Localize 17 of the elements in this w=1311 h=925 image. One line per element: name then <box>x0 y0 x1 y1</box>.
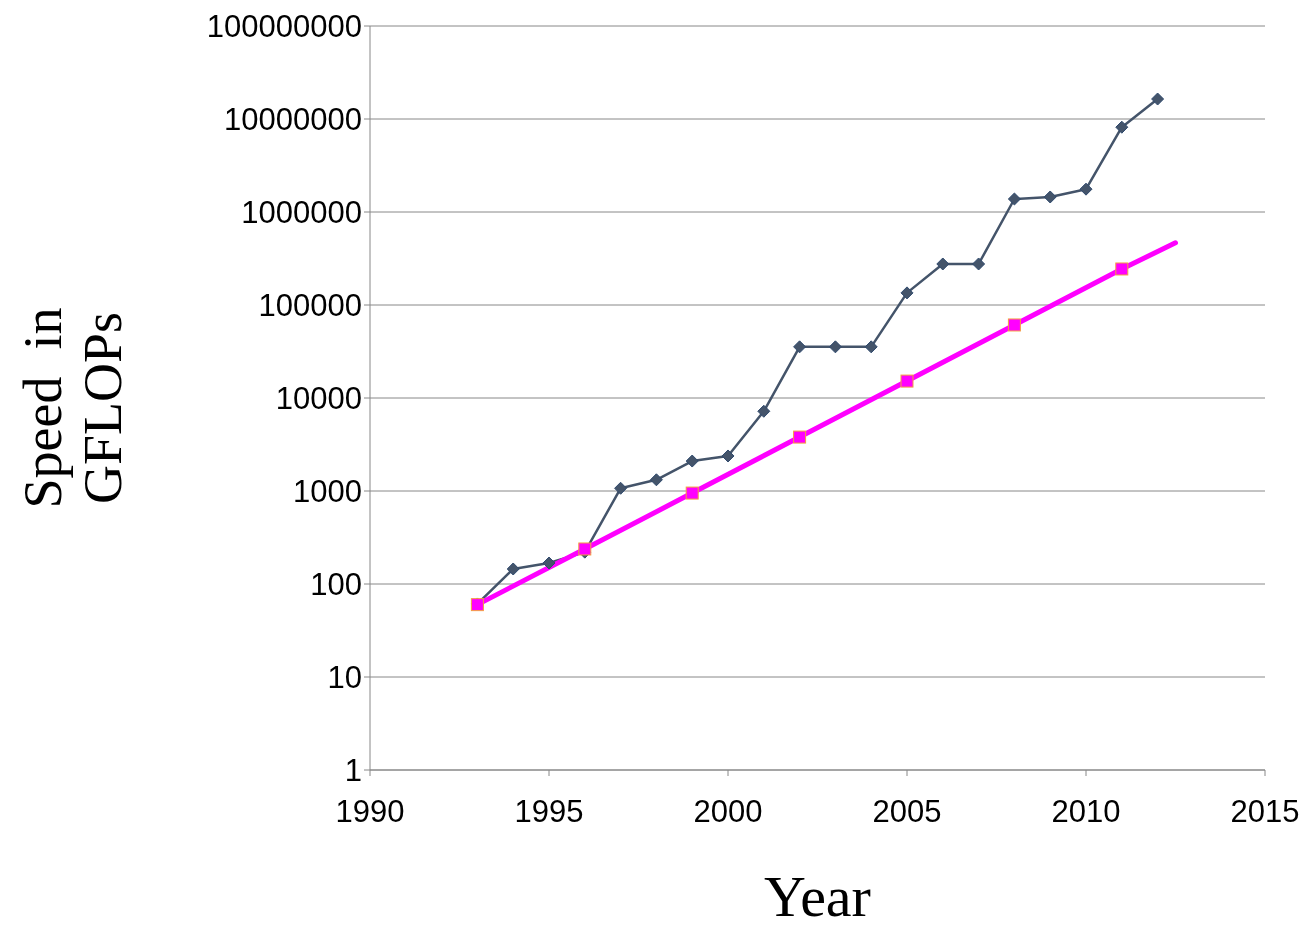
x-tick-label: 2010 <box>1051 794 1121 830</box>
y-tick-label: 1000 <box>293 474 362 510</box>
x-tick-label: 2015 <box>1230 794 1300 830</box>
y-tick-label: 10 <box>327 660 362 696</box>
x-tick-label: 2005 <box>872 794 942 830</box>
y-tick-label: 100000000 <box>206 9 362 45</box>
x-tick-label: 1990 <box>335 794 405 830</box>
y-tick-label: 1 <box>344 753 362 789</box>
y-tick-label: 100 <box>310 567 362 603</box>
x-tick-label: 1995 <box>514 794 584 830</box>
y-axis-title: Speed in GFLOPs <box>13 306 133 511</box>
y-tick-label: 100000 <box>258 288 362 324</box>
y-tick-label: 1000000 <box>241 195 362 231</box>
x-axis-title: Year <box>763 863 872 925</box>
y-tick-label: 10000000 <box>224 102 362 138</box>
y-tick-label: 10000 <box>275 381 362 417</box>
x-tick-label: 2000 <box>693 794 763 830</box>
